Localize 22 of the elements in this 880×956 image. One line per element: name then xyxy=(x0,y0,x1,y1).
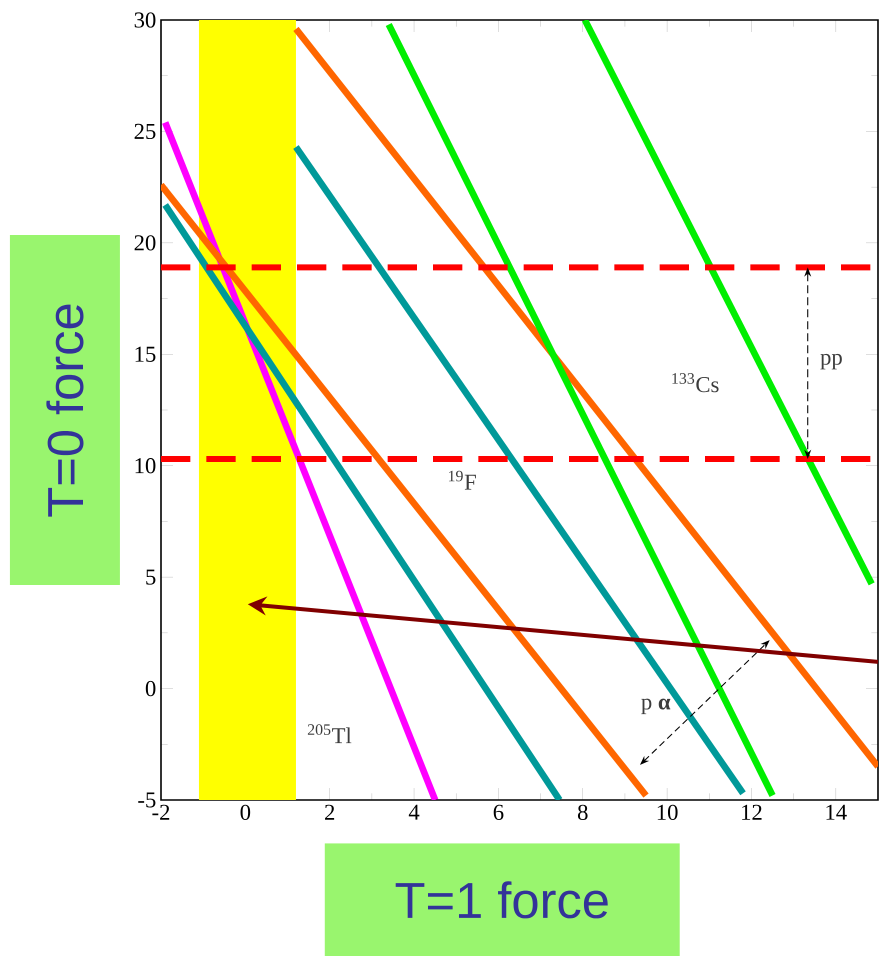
y-tick-label: 5 xyxy=(146,570,156,585)
annotation: $^{205}$Tl xyxy=(308,724,352,744)
x-tick-label: 12 xyxy=(742,804,762,820)
annotation: $^{19}$F xyxy=(448,470,476,490)
x-tick-label: 6 xyxy=(494,804,504,820)
y-tick-label: 30 xyxy=(134,12,156,28)
x-tick-label: 10 xyxy=(658,804,678,820)
y-tick-label: 0 xyxy=(146,680,156,696)
y-tick-label: 20 xyxy=(134,235,156,251)
y-tick-label: 25 xyxy=(134,124,156,140)
y-axis-title: T=0 force xyxy=(46,304,84,517)
x-tick-label: 0 xyxy=(240,804,250,820)
annotation: pp xyxy=(820,354,842,370)
y-tick-label: 15 xyxy=(136,346,156,362)
x-tick-label: 4 xyxy=(408,804,420,820)
annotation: p α xyxy=(641,698,670,714)
x-tick-label: 2 xyxy=(325,804,334,820)
x-tick-label: 14 xyxy=(826,804,847,820)
annotation: $^{133}$Cs xyxy=(672,373,719,392)
y-tick-label: 10 xyxy=(136,458,156,474)
x-axis-title: T=1 force xyxy=(396,881,608,918)
x-tick-label: 8 xyxy=(578,804,588,820)
